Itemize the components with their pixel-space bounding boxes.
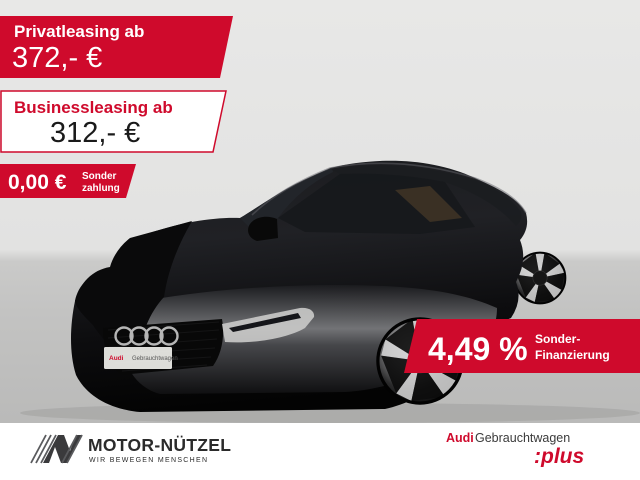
- svg-text:0,00 €: 0,00 €: [8, 171, 67, 194]
- svg-text:WIR BEWEGEN MENSCHEN: WIR BEWEGEN MENSCHEN: [89, 457, 208, 464]
- svg-text:Sonder-: Sonder-: [535, 332, 580, 346]
- svg-text:Audi: Audi: [446, 431, 474, 445]
- svg-text::plus: :plus: [534, 445, 584, 467]
- svg-text:312,- €: 312,- €: [50, 117, 140, 149]
- svg-text:4,49 %: 4,49 %: [428, 331, 528, 367]
- svg-text:372,- €: 372,- €: [12, 42, 102, 74]
- svg-text:Finanzierung: Finanzierung: [535, 348, 610, 362]
- svg-text:Businessleasing ab: Businessleasing ab: [14, 98, 173, 117]
- svg-text:zahlung: zahlung: [82, 183, 120, 194]
- svg-text:MOTOR-NÜTZEL: MOTOR-NÜTZEL: [88, 435, 231, 455]
- svg-text:Privatleasing ab: Privatleasing ab: [14, 22, 144, 41]
- svg-text:Sonder: Sonder: [82, 171, 117, 182]
- svg-text:Gebrauchtwagen: Gebrauchtwagen: [475, 431, 570, 445]
